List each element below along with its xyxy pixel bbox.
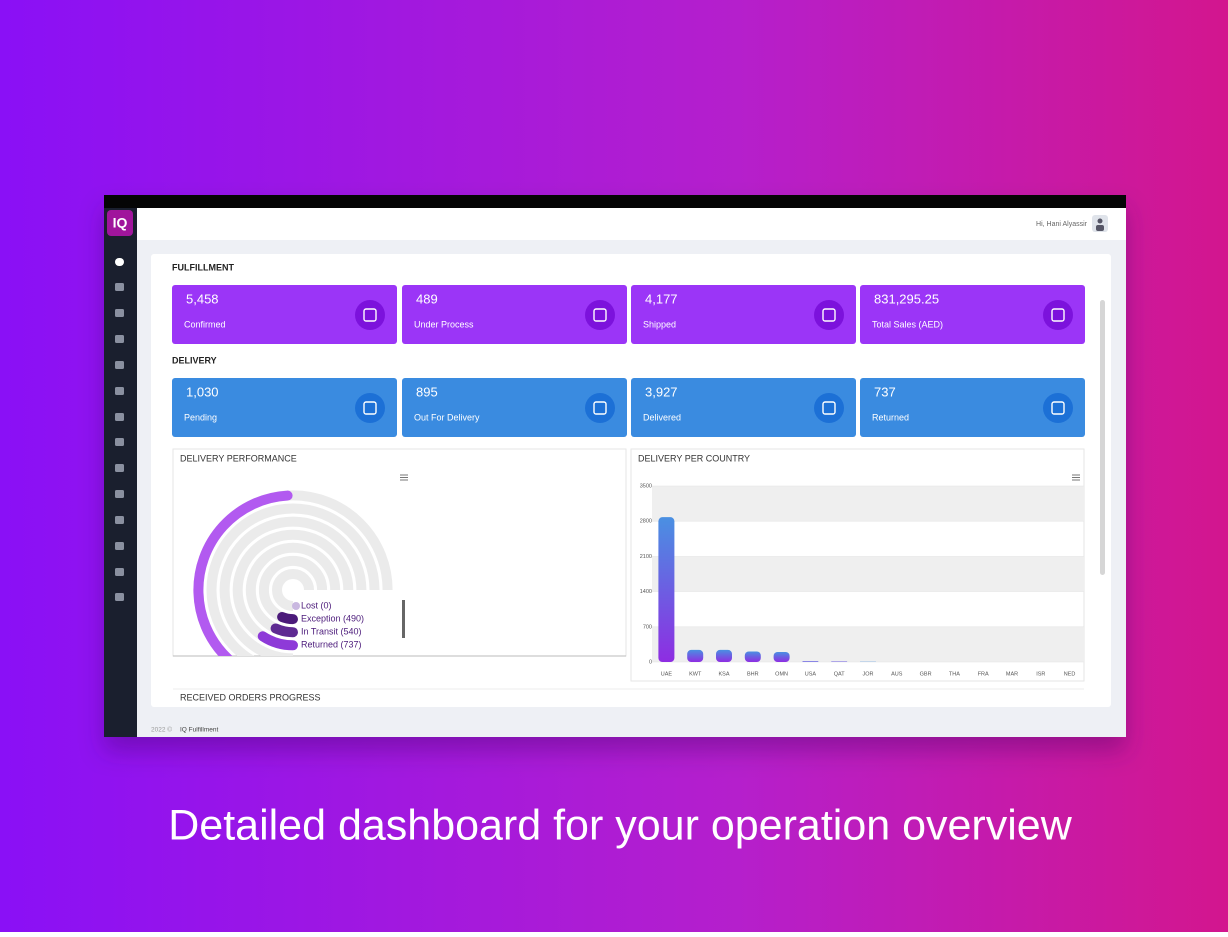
kpi-label: Returned — [872, 412, 909, 422]
section-title: DELIVERY — [172, 355, 217, 365]
footer-brand: IQ Fulfillment — [180, 727, 218, 734]
panel-title: RECEIVED ORDERS PROGRESS — [180, 692, 321, 702]
legend-label: Returned (737) — [301, 640, 362, 650]
nav-icon[interactable] — [115, 283, 124, 291]
bar[interactable] — [831, 661, 847, 662]
x-tick-label: THA — [949, 671, 960, 677]
kpi-label: Shipped — [643, 319, 676, 329]
x-tick-label: FRA — [978, 671, 989, 677]
kpi-icon — [585, 300, 615, 330]
bar[interactable] — [774, 652, 790, 662]
greeting[interactable]: Hi, Hani Alyassir — [1036, 221, 1088, 228]
panel-title: DELIVERY PERFORMANCE — [180, 453, 297, 463]
y-tick-label: 2800 — [640, 519, 652, 525]
panel-title: DELIVERY PER COUNTRY — [638, 453, 750, 463]
kpi-icon — [814, 300, 844, 330]
kpi-value: 4,177 — [645, 291, 678, 306]
kpi-value: 1,030 — [186, 384, 219, 399]
x-tick-label: NED — [1064, 671, 1076, 677]
nav-icon[interactable] — [115, 438, 124, 446]
x-tick-label: ISR — [1036, 671, 1045, 677]
y-tick-label: 0 — [649, 659, 652, 665]
nav-icon[interactable] — [115, 542, 124, 550]
bar[interactable] — [716, 650, 732, 662]
y-tick-label: 1400 — [640, 589, 652, 595]
nav-icon[interactable] — [115, 568, 124, 576]
radial-bar — [276, 628, 293, 632]
kpi-value: 831,295.25 — [874, 291, 939, 306]
x-tick-label: GBR — [920, 671, 932, 677]
kpi-icon — [585, 393, 615, 423]
kpi-value: 737 — [874, 384, 896, 399]
logo: IQ — [113, 215, 128, 231]
nav-icon[interactable] — [115, 335, 124, 343]
kpi-label: Pending — [184, 412, 217, 422]
bar[interactable] — [658, 517, 674, 662]
footer-year: 2022 © — [151, 726, 172, 734]
kpi-icon — [355, 300, 385, 330]
legend-label: Exception (490) — [301, 613, 364, 623]
legend-scrollbar[interactable] — [402, 600, 405, 638]
x-tick-label: BHR — [747, 671, 759, 677]
nav-icon[interactable] — [115, 593, 124, 601]
kpi-icon — [355, 393, 385, 423]
kpi-value: 3,927 — [645, 384, 678, 399]
scrollbar[interactable] — [1100, 300, 1105, 575]
avatar-body — [1096, 225, 1104, 231]
caption: Detailed dashboard for your operation ov… — [168, 801, 1072, 849]
grid-band — [652, 486, 1084, 521]
legend-label: Lost (0) — [301, 600, 332, 610]
kpi-label: Delivered — [643, 412, 681, 422]
kpi-label: Under Process — [414, 319, 474, 329]
kpi-label: Out For Delivery — [414, 412, 480, 422]
nav-icon[interactable] — [115, 387, 124, 395]
y-tick-label: 700 — [643, 624, 652, 630]
nav-icon[interactable] — [115, 309, 124, 317]
radial-bar — [292, 602, 300, 610]
bar[interactable] — [687, 650, 703, 662]
kpi-icon — [814, 393, 844, 423]
nav-icon[interactable] — [115, 490, 124, 498]
header — [137, 208, 1126, 240]
y-tick-label: 3500 — [640, 483, 652, 489]
nav-icon[interactable] — [115, 464, 124, 472]
x-tick-label: MAR — [1006, 671, 1018, 677]
radial-bar — [282, 617, 293, 619]
legend-label: In Transit (540) — [301, 627, 362, 637]
x-tick-label: KSA — [718, 671, 729, 677]
kpi-value: 895 — [416, 384, 438, 399]
y-tick-label: 2100 — [640, 554, 652, 560]
bar[interactable] — [802, 661, 818, 662]
x-tick-label: JOR — [863, 671, 874, 677]
x-tick-label: USA — [805, 671, 817, 677]
x-tick-label: AUS — [891, 671, 903, 677]
kpi-icon — [1043, 393, 1073, 423]
x-tick-label: QAT — [834, 671, 846, 677]
nav-icon[interactable] — [115, 516, 124, 524]
top-bar — [104, 195, 1126, 208]
x-tick-label: KWT — [689, 671, 702, 677]
nav-icon[interactable] — [115, 361, 124, 369]
kpi-label: Total Sales (AED) — [872, 319, 943, 329]
kpi-label: Confirmed — [184, 319, 226, 329]
nav-icon[interactable] — [115, 258, 124, 266]
kpi-value: 5,458 — [186, 291, 219, 306]
section-title: FULFILLMENT — [172, 262, 234, 272]
bar[interactable] — [745, 651, 761, 662]
grid-band — [652, 556, 1084, 591]
kpi-icon — [1043, 300, 1073, 330]
kpi-value: 489 — [416, 291, 438, 306]
x-tick-label: UAE — [661, 671, 673, 677]
avatar-head — [1098, 219, 1103, 224]
x-tick-label: OMN — [775, 671, 788, 677]
nav-icon[interactable] — [115, 413, 124, 421]
